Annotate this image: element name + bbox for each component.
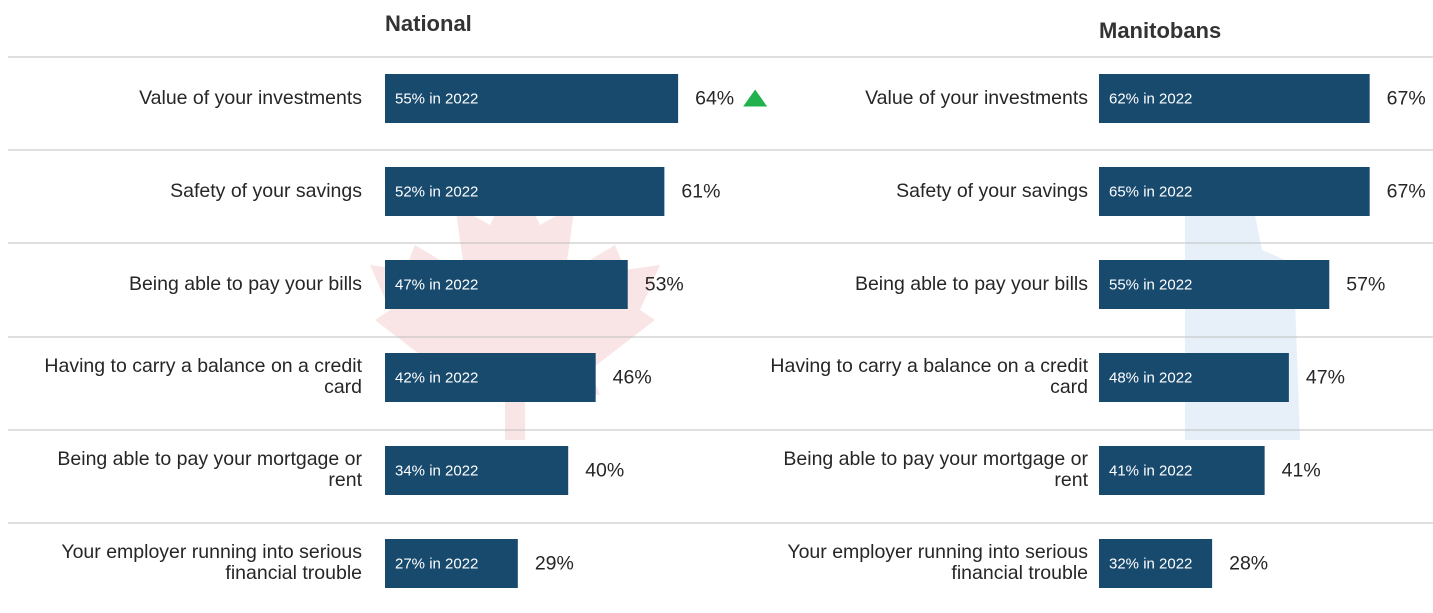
category-label: Value of your investments [139, 86, 362, 109]
value-label: 41% [1282, 460, 1321, 482]
category-label: Being able to pay your mortgage or rent [57, 447, 362, 492]
category-label: Value of your investments [865, 86, 1088, 109]
value-label: 29% [535, 553, 574, 575]
prior-label: 65% in 2022 [1109, 183, 1192, 200]
prior-label: 34% in 2022 [395, 462, 478, 479]
bar [1099, 446, 1265, 495]
panel-title: National [385, 11, 472, 36]
value-label: 67% [1387, 181, 1426, 203]
panel-title: Manitobans [1099, 18, 1221, 43]
prior-label: 52% in 2022 [395, 183, 478, 200]
prior-label: 42% in 2022 [395, 369, 478, 386]
prior-label: 41% in 2022 [1109, 462, 1192, 479]
bar [1099, 74, 1370, 123]
prior-label: 55% in 2022 [1109, 276, 1192, 293]
prior-label: 48% in 2022 [1109, 369, 1192, 386]
manitoba-shape [1185, 215, 1300, 440]
prior-label: 47% in 2022 [395, 276, 478, 293]
value-label: 64% [695, 88, 734, 110]
bar [385, 446, 569, 495]
category-label: Being able to pay your bills [854, 272, 1088, 295]
bar [1099, 260, 1330, 309]
value-label: 61% [681, 181, 720, 203]
prior-label: 32% in 2022 [1109, 555, 1192, 572]
category-label: Your employer running into serious finan… [61, 540, 362, 585]
prior-label: 55% in 2022 [395, 90, 478, 107]
bar [385, 260, 628, 309]
value-label: 67% [1387, 88, 1426, 110]
value-label: 28% [1229, 553, 1268, 575]
bar [385, 353, 596, 402]
category-label: Having to carry a balance on a credit ca… [770, 354, 1088, 399]
prior-label: 27% in 2022 [395, 555, 478, 572]
value-label: 40% [585, 460, 624, 482]
value-label: 47% [1306, 367, 1345, 389]
category-label: Being able to pay your mortgage or rent [783, 447, 1088, 492]
bar [1099, 167, 1370, 216]
category-label: Safety of your savings [896, 179, 1088, 202]
category-label: Being able to pay your bills [128, 272, 362, 295]
value-label: 53% [645, 274, 684, 296]
category-label: Having to carry a balance on a credit ca… [44, 354, 362, 399]
bar [385, 539, 518, 588]
value-label: 57% [1346, 274, 1385, 296]
category-label: Safety of your savings [170, 179, 362, 202]
category-label: Your employer running into serious finan… [787, 540, 1088, 585]
bar [1099, 539, 1213, 588]
bar [385, 74, 679, 123]
bar [1099, 353, 1289, 402]
prior-label: 62% in 2022 [1109, 90, 1192, 107]
bar [385, 167, 665, 216]
increase-marker [743, 89, 768, 107]
value-label: 46% [613, 367, 652, 389]
separators [8, 56, 1433, 524]
